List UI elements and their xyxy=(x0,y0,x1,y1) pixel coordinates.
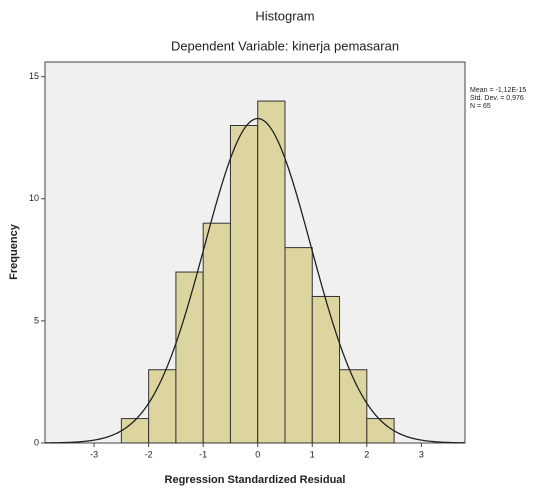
chart-subtitle: Dependent Variable: kinerja pemasaran xyxy=(171,38,399,53)
y-tick-label: 10 xyxy=(29,193,39,203)
x-tick-label: 2 xyxy=(364,449,369,459)
bar xyxy=(149,370,176,443)
bar xyxy=(367,419,394,443)
bar xyxy=(312,296,339,443)
bar xyxy=(285,248,312,443)
x-tick-label: -3 xyxy=(90,449,98,459)
bar xyxy=(121,419,148,443)
x-axis-label: Regression Standardized Residual xyxy=(165,474,346,486)
y-tick-label: 5 xyxy=(34,315,39,325)
x-tick-label: -1 xyxy=(199,449,207,459)
bar xyxy=(258,101,285,443)
stats-label: N = 65 xyxy=(470,103,491,110)
x-tick-label: 1 xyxy=(310,449,315,459)
chart: Histogram Dependent Variable: kinerja pe… xyxy=(0,0,555,490)
bar xyxy=(203,223,230,443)
x-tick-label: -2 xyxy=(145,449,153,459)
bar xyxy=(340,370,367,443)
stats-label: Mean = -1,12E-15 xyxy=(470,87,526,94)
bar xyxy=(230,126,257,444)
y-tick-label: 0 xyxy=(34,437,39,447)
x-tick-label: 0 xyxy=(255,449,260,459)
bar xyxy=(176,272,203,443)
x-tick-label: 3 xyxy=(419,449,424,459)
y-axis-label: Frequency xyxy=(8,223,20,280)
stats-label: Std. Dev. = 0,976 xyxy=(470,95,524,102)
y-tick-label: 15 xyxy=(29,71,39,81)
chart-title: Histogram xyxy=(255,8,314,23)
